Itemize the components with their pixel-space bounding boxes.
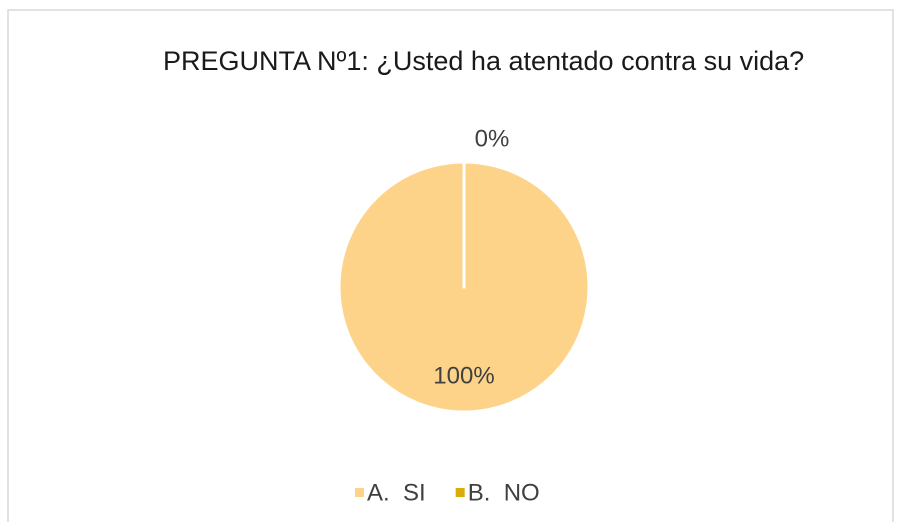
- chart-frame: [7, 9, 894, 522]
- legend-swatch: [355, 488, 364, 497]
- data-label: 0%: [475, 125, 510, 152]
- legend-label: A. SI: [367, 479, 426, 506]
- data-label: 100%: [433, 362, 494, 389]
- chart-title: PREGUNTA Nº1: ¿Usted ha atentado contra …: [163, 46, 805, 76]
- legend-swatch: [455, 488, 465, 497]
- legend-label: B. NO: [468, 479, 540, 506]
